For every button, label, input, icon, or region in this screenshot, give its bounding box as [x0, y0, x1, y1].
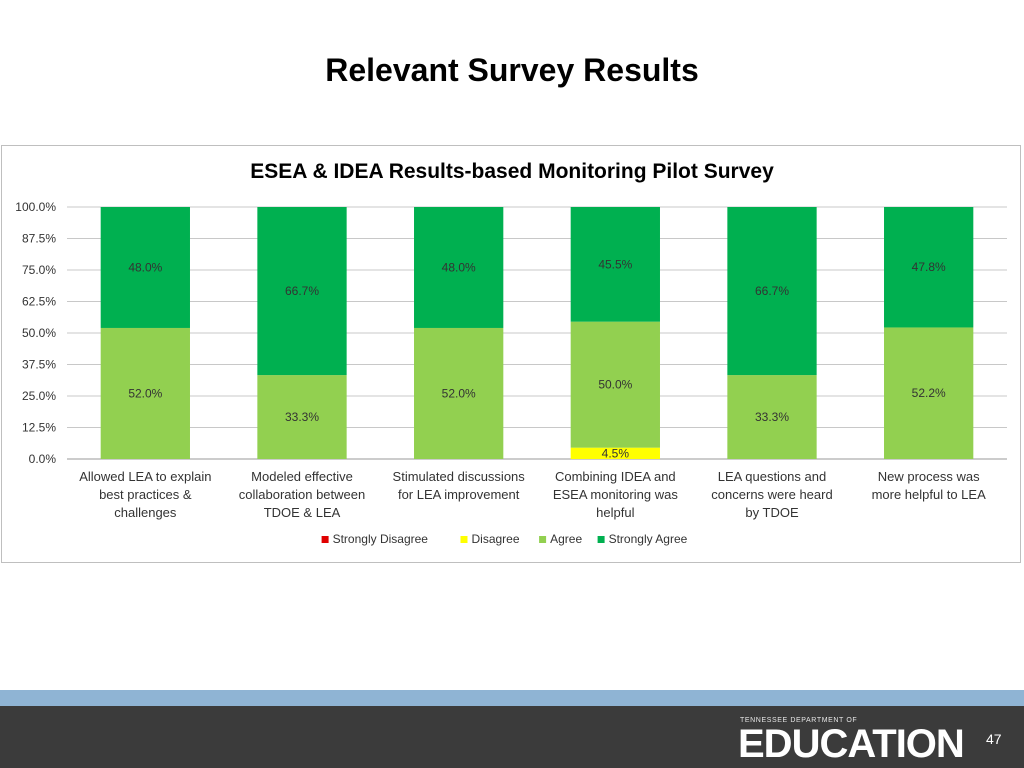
x-category-label: collaboration between [239, 487, 365, 502]
y-tick-label: 62.5% [22, 295, 56, 309]
data-label: 66.7% [755, 284, 789, 298]
data-label: 33.3% [755, 410, 789, 424]
bar-segment [257, 207, 347, 376]
y-tick-label: 37.5% [22, 358, 56, 372]
footer-bar [0, 706, 1024, 768]
x-category-label: ESEA monitoring was [553, 487, 679, 502]
x-category-label: Allowed LEA to explain [79, 469, 211, 484]
x-category-label: more helpful to LEA [872, 487, 987, 502]
x-category-label: Combining IDEA and [555, 469, 676, 484]
bar-segment [100, 207, 190, 328]
data-label: 47.8% [912, 260, 946, 274]
legend-label: Agree [550, 532, 582, 546]
x-category-label: challenges [114, 505, 177, 520]
bar-segment [100, 327, 190, 459]
x-category-label: for LEA improvement [398, 487, 520, 502]
data-label: 52.0% [442, 386, 476, 400]
bar-segment [570, 207, 660, 322]
legend-label: Strongly Agree [609, 532, 688, 546]
x-category-label: concerns were heard [711, 487, 832, 502]
x-category-label: New process was [878, 469, 980, 484]
x-category-label: helpful [596, 505, 634, 520]
legend-swatch [597, 536, 605, 543]
data-label: 48.0% [442, 260, 476, 274]
y-tick-label: 12.5% [22, 421, 56, 435]
bar-segment [570, 321, 660, 448]
bar-segment [414, 207, 504, 328]
education-logo: EDUCATION [738, 722, 965, 766]
x-category-label: by TDOE [745, 505, 799, 520]
x-category-label: LEA questions and [718, 469, 826, 484]
logo-department-text: TENNESSEE DEPARTMENT OF [740, 717, 858, 724]
bar-segment [257, 375, 347, 459]
y-tick-label: 50.0% [22, 326, 56, 340]
page-number: 47 [986, 731, 1002, 747]
data-label: 50.0% [598, 378, 632, 392]
legend-swatch [460, 536, 468, 543]
legend-swatch [539, 536, 547, 543]
data-label: 66.7% [285, 284, 319, 298]
y-tick-label: 87.5% [22, 232, 56, 246]
stacked-bar-chart: 0.0% 12.5% 25.0% 37.5% 50.0% 62.5% 75.0% 87.5% 1… [15, 200, 1007, 546]
y-tick-label: 100.0% [15, 200, 56, 214]
x-category-label: Stimulated discussions [393, 469, 526, 484]
x-category-label: best practices & [99, 487, 192, 502]
x-category-label: TDOE & LEA [264, 505, 341, 520]
legend-label: Disagree [472, 532, 520, 546]
data-label: 33.3% [285, 410, 319, 424]
x-category-label: Modeled effective [251, 469, 353, 484]
data-label: 4.5% [602, 446, 630, 460]
bar-segment [570, 447, 660, 459]
slide-title: Relevant Survey Results [325, 52, 699, 88]
bar-segment [727, 207, 817, 376]
footer-accent-stripe [0, 690, 1024, 706]
bar-segment [884, 207, 974, 328]
data-label: 52.0% [128, 386, 162, 400]
legend-label: Strongly Disagree [333, 532, 429, 546]
y-tick-label: 25.0% [22, 389, 56, 403]
chart-title: ESEA & IDEA Results-based Monitoring Pil… [250, 160, 774, 183]
bar-segment [414, 327, 504, 459]
data-label: 45.5% [598, 257, 632, 271]
bar-segment [727, 375, 817, 459]
data-label: 48.0% [128, 260, 162, 274]
chart-area: ESEA & IDEA Results-based Monitoring Pil… [1, 145, 1021, 563]
legend-swatch [321, 536, 329, 543]
y-tick-label: 0.0% [29, 452, 57, 466]
y-tick-label: 75.0% [22, 263, 56, 277]
bar-segment [884, 327, 974, 459]
data-label: 52.2% [912, 386, 946, 400]
